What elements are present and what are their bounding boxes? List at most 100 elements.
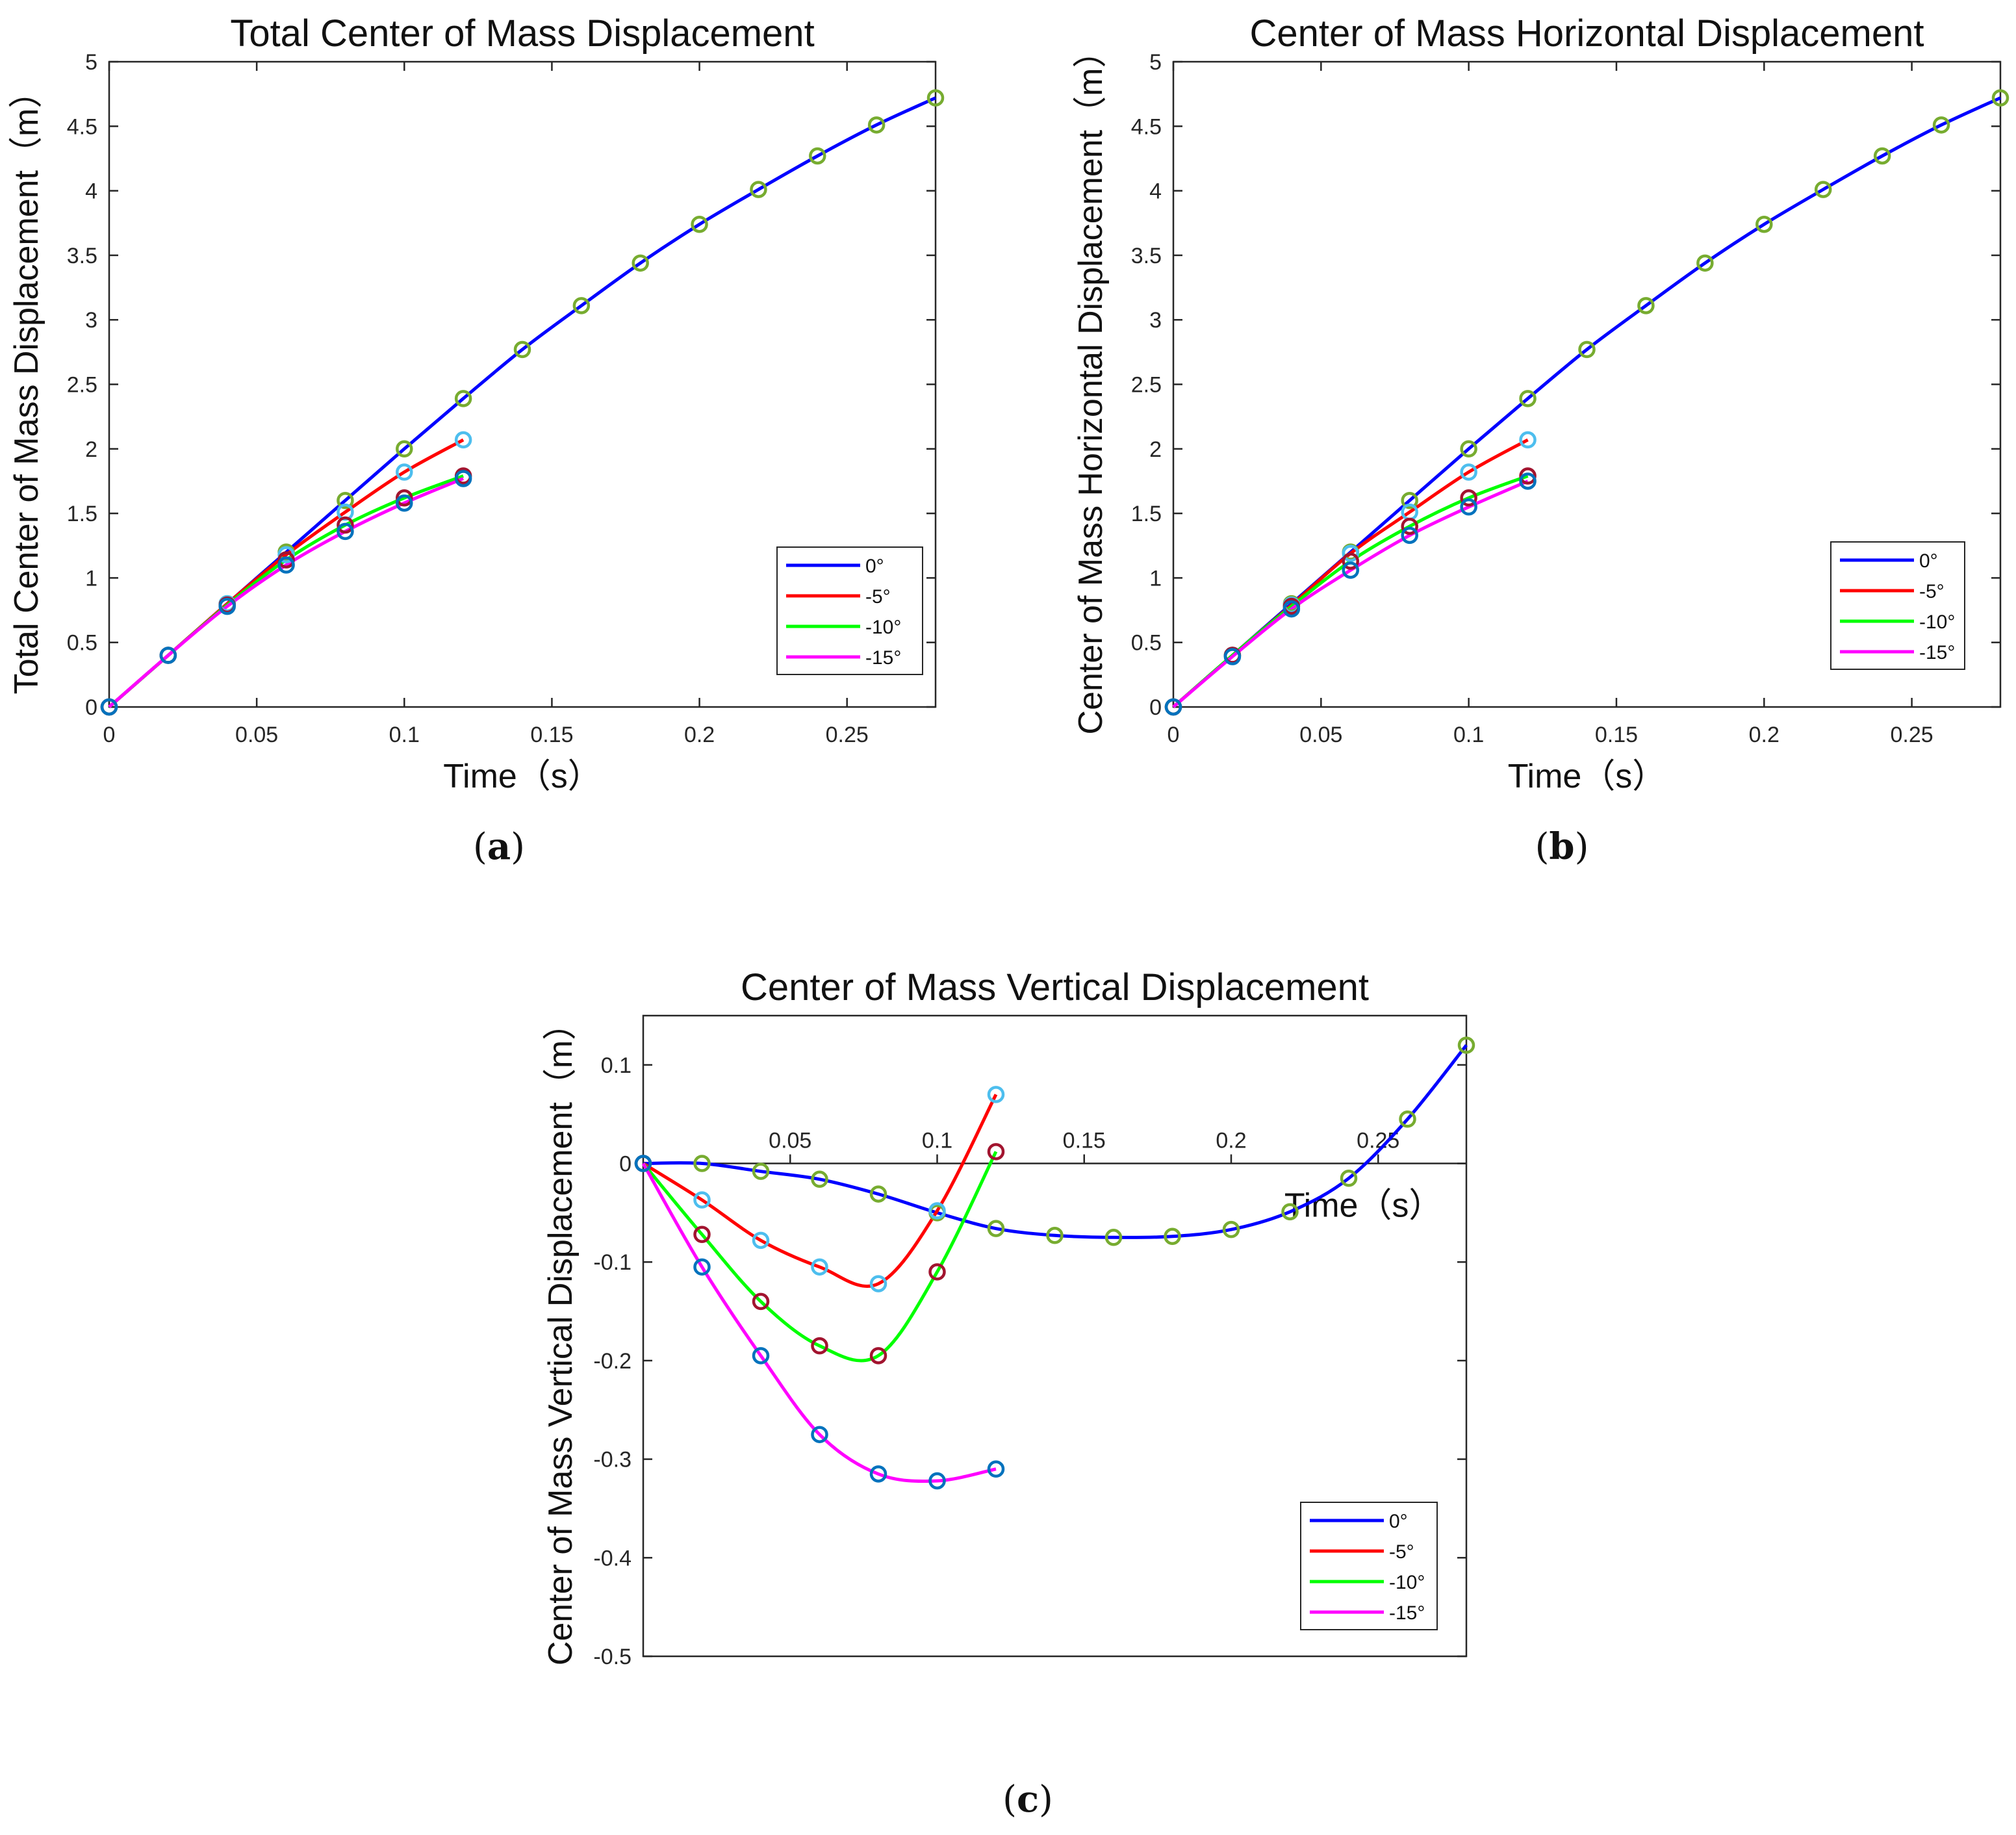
data-point-b-1 <box>1519 431 1537 449</box>
data-point-a-1 <box>396 463 413 481</box>
data-point-b-3 <box>1460 498 1477 516</box>
data-point-a-3 <box>100 698 118 716</box>
data-point-a-0 <box>632 254 649 272</box>
legend-label-b-1: -5° <box>1919 581 1945 602</box>
data-point-c-0 <box>1457 1036 1475 1054</box>
x-tick-label-b: 0.05 <box>1299 723 1342 747</box>
y-tick-label-b: 3 <box>1149 308 1162 333</box>
data-point-c-1 <box>752 1231 770 1250</box>
y-tick-label-a: 1 <box>85 566 97 591</box>
panel-label-a: (a) <box>472 825 526 868</box>
y-tick-label-b: 0.5 <box>1131 631 1162 656</box>
data-point-b-1 <box>1342 545 1360 562</box>
y-tick-label-c: -0.3 <box>593 1448 632 1472</box>
data-point-b-0 <box>1578 340 1596 359</box>
legend-label-a-3: -15° <box>865 647 901 669</box>
data-point-c-2 <box>693 1225 711 1244</box>
data-point-c-0 <box>987 1220 1005 1237</box>
chart-title-c: Center of Mass Vertical Displacement <box>741 966 1369 1008</box>
legend-box-b <box>1830 541 1965 670</box>
data-point-a-0 <box>750 181 767 198</box>
panel-label-c-text: c <box>1016 1778 1040 1821</box>
data-point-b-0 <box>1401 491 1418 509</box>
series-line-c-1 <box>642 1094 998 1289</box>
data-point-c-1 <box>693 1191 711 1209</box>
data-point-c-2 <box>869 1347 887 1365</box>
chart-horizontal-com-displacement: 0 0.05 0.1 0.15 0.2 0.25 0 0.5 1 1.5 2 2.5 3 3.5 4 4.5 5… <box>1072 12 2010 795</box>
data-point-a-0 <box>396 440 413 458</box>
data-point-b-0 <box>1755 215 1773 233</box>
data-point-c-2 <box>811 1337 828 1355</box>
legend-label-a-0: 0° <box>865 556 884 577</box>
series-line-c-3 <box>641 1162 997 1483</box>
chart-title-b: Center of Mass Horizontal Displacement <box>1250 12 1924 55</box>
x-tick-label-a: 0.2 <box>684 723 715 747</box>
y-tick-label-c: -0.5 <box>593 1645 632 1669</box>
data-point-b-2 <box>1342 552 1360 570</box>
y-tick-label-b: 4.5 <box>1131 114 1162 139</box>
y-tick-label-a: 2.5 <box>67 373 97 398</box>
y-tick-label-c: -0.2 <box>593 1349 632 1374</box>
chart-total-com-displacement: 0 0.05 0.1 0.15 0.2 0.25 0 0.5 1 1.5 2 2.5 3 3.5 4 4.5 5… <box>8 12 945 795</box>
x-tick-label-b: 0.1 <box>1453 723 1484 747</box>
panel-label-a-text: a <box>487 825 511 868</box>
x-tick-label-b: 0.2 <box>1749 723 1780 747</box>
x-tick-label-c: 0.2 <box>1216 1129 1246 1153</box>
data-point-c-2 <box>928 1263 946 1281</box>
x-axis-label-a: Time（s） <box>443 758 602 795</box>
data-point-a-2 <box>396 489 413 507</box>
data-point-b-1 <box>1460 463 1477 481</box>
panel-label-b-text: b <box>1549 825 1575 868</box>
data-point-c-0 <box>811 1170 828 1188</box>
x-tick-label-a: 0.05 <box>235 723 278 747</box>
data-point-b-2 <box>1460 489 1477 507</box>
x-tick-label-a: 0.1 <box>389 723 420 747</box>
legend-box-c <box>1300 1502 1438 1630</box>
y-axis-label-a: Total Center of Mass Displacement（m） <box>8 75 45 695</box>
data-point-c-0 <box>1340 1170 1358 1187</box>
legend-label-b-3: -15° <box>1919 642 1955 663</box>
y-tick-label-a: 3 <box>85 308 97 333</box>
data-point-b-0 <box>1932 116 1950 134</box>
legend-label-b-0: 0° <box>1919 550 1938 572</box>
x-tick-label-c: 0.05 <box>769 1129 811 1153</box>
data-point-a-0 <box>867 116 886 134</box>
data-point-a-1 <box>454 431 472 449</box>
y-axis-label-b: Center of Mass Horizontal Displacement（m… <box>1072 34 1110 735</box>
y-tick-label-b: 0 <box>1149 695 1162 720</box>
series-line-b-3 <box>1172 480 1529 708</box>
data-point-a-2 <box>337 516 354 534</box>
data-point-a-0 <box>454 390 472 407</box>
data-point-c-0 <box>869 1185 887 1203</box>
y-tick-label-b: 2.5 <box>1131 373 1162 398</box>
data-point-a-3 <box>218 597 236 615</box>
data-point-c-3 <box>928 1472 946 1490</box>
data-point-b-3 <box>1164 698 1182 716</box>
y-tick-label-a: 0 <box>85 695 97 720</box>
legend-label-c-0: 0° <box>1389 1511 1408 1532</box>
data-point-c-2 <box>752 1292 770 1311</box>
data-point-b-0 <box>1460 440 1477 458</box>
x-tick-label-c: 0.1 <box>922 1129 952 1153</box>
data-point-a-3 <box>454 470 472 487</box>
chart-vertical-com-displacement: 0.05 0.1 0.15 0.2 0.25-0.5-0.4-0.3-0.2-0.100… <box>542 966 1475 1669</box>
data-point-a-1 <box>277 546 295 563</box>
y-tick-label-a: 0.5 <box>67 631 97 656</box>
x-tick-label-a: 0.15 <box>530 723 573 747</box>
x-tick-label-b: 0 <box>1167 723 1180 747</box>
panel-label-b: (b) <box>1535 825 1589 868</box>
legend-label-c-3: -15° <box>1389 1602 1425 1624</box>
data-point-b-3 <box>1282 600 1301 618</box>
y-tick-label-c: -0.4 <box>593 1546 632 1571</box>
data-point-c-3 <box>634 1155 652 1172</box>
x-tick-label-b: 0.25 <box>1891 723 1933 747</box>
data-point-c-1 <box>811 1258 828 1276</box>
data-point-c-0 <box>1222 1220 1240 1238</box>
x-tick-label-b: 0.15 <box>1595 723 1638 747</box>
data-point-a-2 <box>277 551 295 569</box>
y-tick-label-c: 0 <box>619 1152 632 1177</box>
data-point-a-0 <box>513 340 531 359</box>
y-tick-label-b: 4 <box>1149 179 1162 204</box>
legend-label-a-1: -5° <box>865 586 891 608</box>
data-point-b-0 <box>1696 254 1714 272</box>
